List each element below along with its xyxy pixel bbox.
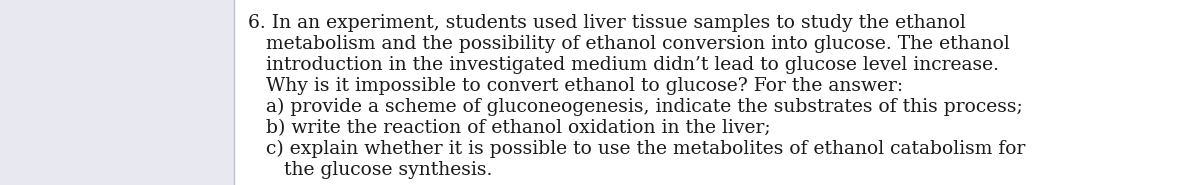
Text: b) write the reaction of ethanol oxidation in the liver;: b) write the reaction of ethanol oxidati… [248,119,770,137]
Bar [234,0,1200,185]
Text: metabolism and the possibility of ethanol conversion into glucose. The ethanol: metabolism and the possibility of ethano… [248,35,1009,53]
Text: c) explain whether it is possible to use the metabolites of ethanol catabolism f: c) explain whether it is possible to use… [248,140,1025,158]
Bar [0,0,234,185]
Text: Why is it impossible to convert ethanol to glucose? For the answer:: Why is it impossible to convert ethanol … [248,77,904,95]
Text: introduction in the investigated medium didn’t lead to glucose level increase.: introduction in the investigated medium … [248,56,998,74]
Text: the glucose synthesis.: the glucose synthesis. [248,161,492,179]
Text: 6. In an experiment, students used liver tissue samples to study the ethanol: 6. In an experiment, students used liver… [248,14,966,32]
Text: a) provide a scheme of gluconeogenesis, indicate the substrates of this process;: a) provide a scheme of gluconeogenesis, … [248,98,1022,116]
